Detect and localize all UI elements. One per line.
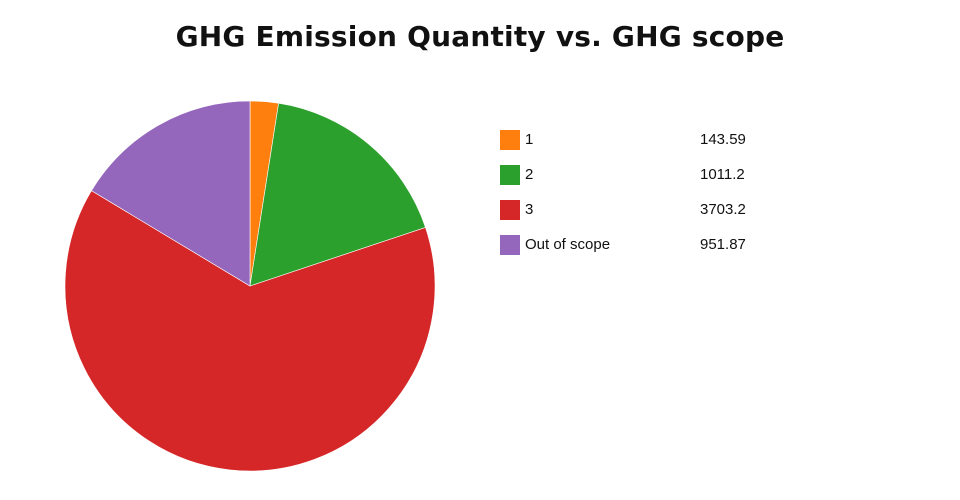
legend-swatch-out-of-scope (500, 235, 520, 255)
pie-slice-3[interactable] (64, 190, 436, 472)
pie-chart-svg (64, 100, 436, 472)
legend-item-2[interactable]: 2 1011.2 (500, 163, 800, 187)
legend-label-2: 2 (525, 166, 534, 183)
pie-chart (55, 91, 445, 481)
chart-title: GHG Emission Quantity vs. GHG scope (175, 20, 785, 53)
legend-swatch-1 (500, 130, 520, 150)
pie-slice-out-of-scope[interactable] (91, 100, 251, 287)
legend-item-3[interactable]: 3 3703.2 (500, 198, 800, 222)
legend-value-out-of-scope: 951.87 (700, 236, 746, 253)
pie-slice-2[interactable] (249, 102, 426, 287)
legend-item-out-of-scope[interactable]: Out of scope 951.87 (500, 233, 800, 257)
legend-item-1[interactable]: 1 143.59 (500, 128, 800, 152)
legend-value-1: 143.59 (700, 131, 746, 148)
legend: 1 143.59 2 1011.2 3 3703.2 Out of scope … (500, 128, 800, 268)
legend-value-2: 1011.2 (700, 166, 745, 183)
legend-label-out-of-scope: Out of scope (525, 236, 611, 253)
legend-swatch-3 (500, 200, 520, 220)
legend-label-1: 1 (525, 131, 534, 148)
legend-label-3: 3 (525, 201, 534, 218)
legend-value-3: 3703.2 (700, 201, 746, 218)
legend-swatch-2 (500, 165, 520, 185)
